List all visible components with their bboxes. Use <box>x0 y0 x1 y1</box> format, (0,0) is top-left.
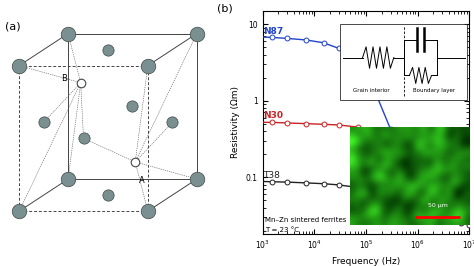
Point <box>144 209 152 213</box>
X-axis label: Frequency (Hz): Frequency (Hz) <box>332 257 400 266</box>
Point <box>131 160 139 164</box>
Point <box>80 136 87 140</box>
Text: (b): (b) <box>218 4 233 14</box>
Point <box>168 120 176 124</box>
Y-axis label: Resistivity (Ωm): Resistivity (Ωm) <box>231 86 240 158</box>
Point <box>104 47 112 52</box>
Point <box>128 104 136 109</box>
Text: Mn–Zn sintered ferrites: Mn–Zn sintered ferrites <box>265 217 346 223</box>
Text: (a): (a) <box>5 21 20 31</box>
Text: T = 23 °C: T = 23 °C <box>265 227 299 233</box>
Point <box>104 193 112 197</box>
Point <box>193 31 201 36</box>
Text: N87: N87 <box>263 27 283 36</box>
Point <box>15 64 23 68</box>
Text: A: A <box>139 176 145 185</box>
Point <box>64 177 72 181</box>
Text: B: B <box>61 74 67 83</box>
Point <box>64 31 72 36</box>
Point <box>144 64 152 68</box>
Point <box>77 81 84 85</box>
Point <box>15 209 23 213</box>
Point <box>40 120 47 124</box>
Text: N30: N30 <box>263 111 283 120</box>
Text: T38: T38 <box>263 171 280 180</box>
Point <box>193 177 201 181</box>
